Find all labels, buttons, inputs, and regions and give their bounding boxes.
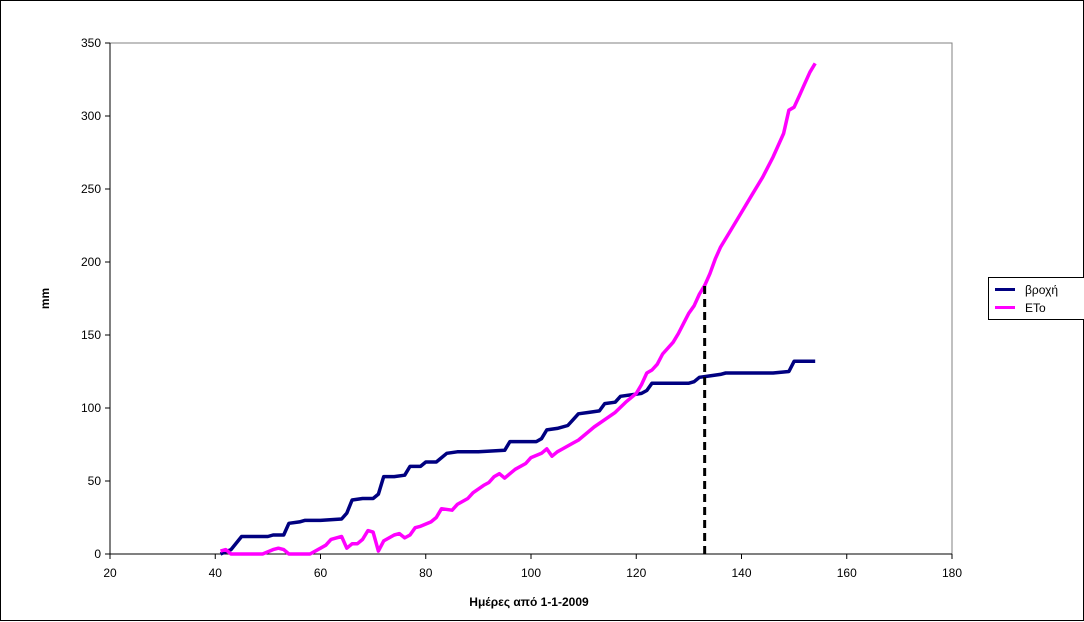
y-tick-label: 200 <box>81 255 101 269</box>
y-tick-label: 350 <box>81 36 101 50</box>
legend-entry-eto: ETo <box>995 300 1084 316</box>
x-tick-label: 20 <box>103 566 117 580</box>
series-line-eto <box>220 62 817 556</box>
y-tick-label: 0 <box>94 547 101 561</box>
y-tick-label: 150 <box>81 328 101 342</box>
y-tick-label: 100 <box>81 401 101 415</box>
x-tick-label: 60 <box>314 566 328 580</box>
x-axis-title: Ημέρες από 1-1-2009 <box>469 595 589 609</box>
series-line-rainfall <box>219 359 816 556</box>
y-tick-label: 250 <box>81 182 101 196</box>
legend: βροχή ETo <box>988 277 1084 320</box>
x-tick-label: 120 <box>626 566 646 580</box>
x-tick-label: 160 <box>837 566 857 580</box>
x-tick-label: 100 <box>521 566 541 580</box>
x-tick-label: 40 <box>209 566 223 580</box>
legend-label-rainfall: βροχή <box>1025 283 1059 297</box>
legend-swatch-rainfall <box>995 288 1015 291</box>
x-tick-label: 180 <box>942 566 962 580</box>
legend-entry-rainfall: βροχή <box>995 282 1084 298</box>
y-tick-label: 300 <box>81 109 101 123</box>
x-tick-label: 80 <box>419 566 433 580</box>
legend-swatch-eto <box>995 306 1015 309</box>
plot-frame <box>109 42 953 555</box>
x-tick-label: 140 <box>731 566 751 580</box>
y-axis-title: mm <box>38 288 52 309</box>
y-tick-label: 50 <box>88 474 102 488</box>
legend-label-eto: ETo <box>1025 301 1046 315</box>
